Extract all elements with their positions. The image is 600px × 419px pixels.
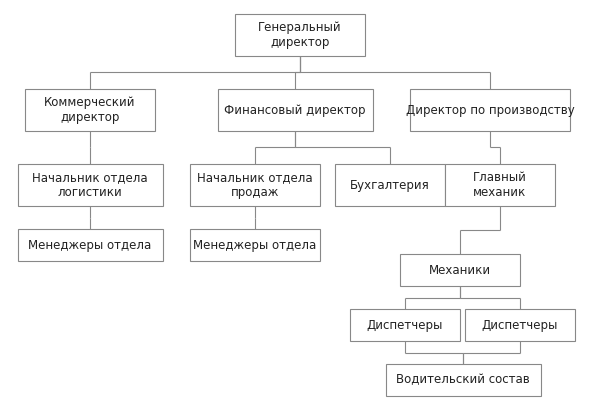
Text: Менеджеры отдела: Менеджеры отдела: [28, 238, 152, 251]
Text: Генеральный
директор: Генеральный директор: [258, 21, 342, 49]
Text: Директор по производству: Директор по производству: [406, 103, 574, 116]
Text: Начальник отдела
продаж: Начальник отдела продаж: [197, 171, 313, 199]
FancyBboxPatch shape: [335, 164, 445, 206]
Text: Финансовый директор: Финансовый директор: [224, 103, 366, 116]
FancyBboxPatch shape: [410, 89, 570, 131]
FancyBboxPatch shape: [400, 254, 520, 286]
FancyBboxPatch shape: [386, 364, 541, 396]
Text: Водительский состав: Водительский состав: [396, 373, 530, 386]
FancyBboxPatch shape: [190, 164, 320, 206]
Text: Начальник отдела
логистики: Начальник отдела логистики: [32, 171, 148, 199]
Text: Диспетчеры: Диспетчеры: [367, 318, 443, 331]
Text: Коммерческий
директор: Коммерческий директор: [44, 96, 136, 124]
Text: Менеджеры отдела: Менеджеры отдела: [193, 238, 317, 251]
FancyBboxPatch shape: [25, 89, 155, 131]
FancyBboxPatch shape: [17, 229, 163, 261]
Text: Главный
механик: Главный механик: [473, 171, 527, 199]
FancyBboxPatch shape: [445, 164, 555, 206]
Text: Бухгалтерия: Бухгалтерия: [350, 178, 430, 191]
FancyBboxPatch shape: [350, 309, 460, 341]
FancyBboxPatch shape: [17, 164, 163, 206]
FancyBboxPatch shape: [190, 229, 320, 261]
FancyBboxPatch shape: [465, 309, 575, 341]
FancyBboxPatch shape: [218, 89, 373, 131]
FancyBboxPatch shape: [235, 14, 365, 56]
Text: Диспетчеры: Диспетчеры: [482, 318, 558, 331]
Text: Механики: Механики: [429, 264, 491, 277]
